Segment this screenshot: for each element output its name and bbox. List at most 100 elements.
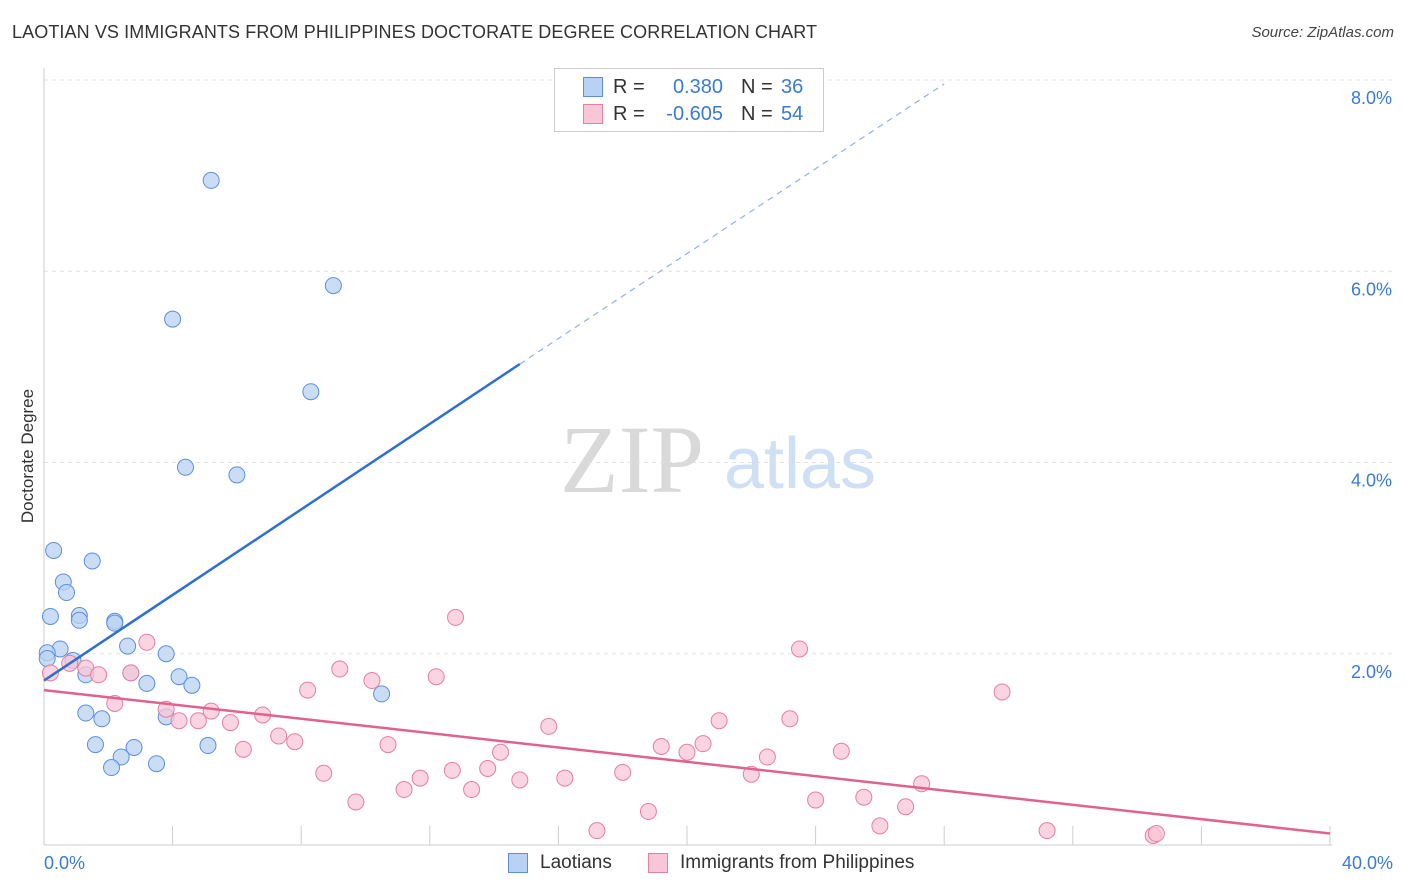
philippines-point [122, 664, 140, 682]
philippines-point [299, 681, 317, 699]
philippines-point [138, 633, 156, 651]
philippines-point [315, 764, 333, 782]
philippines-point [871, 817, 889, 835]
philippines-point [286, 733, 304, 751]
laotians-point [228, 466, 246, 484]
philippines-point [270, 727, 288, 745]
philippines-point [347, 793, 365, 811]
philippines-point [855, 788, 873, 806]
philippines-point [189, 712, 207, 730]
laotians-point [86, 736, 104, 754]
laotians-point [170, 668, 188, 686]
x-tick-label: 40.0% [1342, 853, 1393, 873]
laotians-point [58, 584, 76, 602]
legend-row-laotians: R = 0.380 N = 36 [583, 75, 803, 99]
philippines-point [791, 640, 809, 658]
philippines-point [363, 672, 381, 690]
watermark-zip: ZIP [560, 406, 704, 513]
philippines-trend-line [43, 688, 1331, 835]
laotians-point [38, 650, 56, 668]
source-label: Source: ZipAtlas.com [1251, 24, 1394, 41]
laotians-n-value: 36 [781, 75, 804, 98]
philippines-swatch [583, 104, 603, 124]
y-tick-label: 4.0% [1351, 471, 1392, 491]
laotians-point [157, 645, 175, 663]
philippines-point [614, 763, 632, 781]
philippines-point [90, 666, 108, 684]
philippines-point [1038, 822, 1056, 840]
laotians-legend-label: Laotians [540, 852, 612, 873]
laotians-legend-swatch [508, 853, 528, 873]
laotians-point [373, 685, 391, 703]
philippines-point [395, 781, 413, 799]
laotians-point [164, 310, 182, 328]
r-label: R = [613, 102, 645, 125]
y-tick-label: 8.0% [1351, 88, 1392, 108]
y-tick-label: 2.0% [1351, 662, 1392, 682]
philippines-point [897, 798, 915, 816]
laotians-r-value: 0.380 [672, 75, 723, 98]
philippines-point [540, 717, 558, 735]
series-legend: Laotians Immigrants from Philippines [0, 852, 1406, 878]
laotians-point [77, 704, 95, 722]
philippines-point [170, 712, 188, 730]
philippines-point [758, 748, 776, 766]
philippines-point [710, 712, 728, 730]
philippines-point [427, 668, 445, 686]
n-label: N = [741, 75, 773, 98]
chart-title: LAOTIAN VS IMMIGRANTS FROM PHILIPPINES D… [12, 22, 818, 42]
laotians-point [70, 611, 88, 629]
philippines-point [556, 769, 574, 787]
correlation-legend: R = 0.380 N = 36 R = -0.605 N = 54 [554, 68, 824, 132]
laotians-point [148, 755, 166, 773]
philippines-point [1147, 825, 1165, 843]
philippines-point [588, 822, 606, 840]
laotians-point [103, 759, 121, 777]
legend-item-laotians: Laotians [508, 852, 612, 874]
laotians-swatch [583, 77, 603, 97]
laotians-point [199, 737, 217, 755]
philippines-point [41, 664, 59, 682]
philippines-legend-label: Immigrants from Philippines [680, 852, 915, 873]
philippines-point [331, 660, 349, 678]
laotians-point [324, 277, 342, 295]
philippines-point [447, 608, 465, 626]
laotians-point [202, 171, 220, 189]
philippines-point [443, 761, 461, 779]
y-tick-label: 6.0% [1351, 279, 1392, 299]
philippines-point [694, 735, 712, 753]
philippines-point [379, 736, 397, 754]
laotians-point [125, 738, 143, 756]
laotians-point [183, 676, 201, 694]
laotians-point [138, 674, 156, 692]
x-tick-label: 0.0% [44, 853, 85, 873]
philippines-point [511, 771, 529, 789]
laotians-point [106, 614, 124, 632]
philippines-point [781, 710, 799, 728]
philippines-legend-swatch [648, 853, 668, 873]
legend-row-philippines: R = -0.605 N = 54 [583, 102, 803, 126]
y-axis-label: Doctorate Degree [18, 389, 37, 523]
laotians-point [45, 541, 63, 559]
philippines-point [479, 760, 497, 777]
philippines-point [807, 791, 825, 809]
philippines-point [202, 702, 220, 720]
laotians-trend-line [43, 362, 521, 682]
philippines-point [234, 740, 252, 758]
watermark-atlas: atlas [724, 424, 876, 504]
laotians-point [41, 607, 59, 625]
laotians-point [302, 383, 320, 401]
philippines-point [221, 714, 239, 732]
philippines-point [832, 742, 850, 760]
n-label: N = [741, 102, 773, 125]
laotians-point [119, 637, 137, 655]
philippines-point [678, 743, 696, 761]
philippines-n-value: 54 [781, 102, 804, 125]
philippines-point [993, 683, 1011, 701]
philippines-point [492, 743, 510, 761]
laotians-point [112, 748, 130, 766]
philippines-point [639, 803, 657, 821]
philippines-point [463, 781, 481, 799]
laotians-trend-extension [519, 83, 945, 365]
philippines-point [411, 769, 429, 787]
